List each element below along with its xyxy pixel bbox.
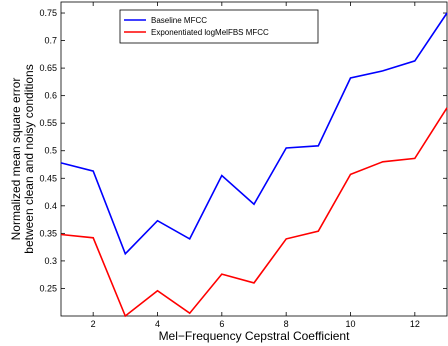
series-line-1 xyxy=(61,13,447,254)
y-tick-label: 0.6 xyxy=(44,91,57,101)
x-axis-title: Mel−Frequency Cepstral Coefficient xyxy=(159,329,351,343)
legend: Baseline MFCC Exponentiated logMelFBS MFC… xyxy=(120,10,318,43)
y-tick-label: 0.4 xyxy=(44,201,57,211)
y-axis-title-line-1: Normalized mean square error xyxy=(9,78,23,241)
y-tick-label: 0.3 xyxy=(44,256,57,266)
x-tick-label: 12 xyxy=(410,319,420,329)
y-tick-label: 0.75 xyxy=(39,8,57,18)
series-line-2 xyxy=(61,108,447,316)
x-tick-label: 10 xyxy=(345,319,355,329)
legend-label: Exponentiated logMelFBS MFCC xyxy=(151,28,269,37)
x-tick-label: 2 xyxy=(91,319,96,329)
y-tick-label: 0.45 xyxy=(39,173,57,183)
y-tick-label: 0.55 xyxy=(39,118,57,128)
legend-label: Baseline MFCC xyxy=(151,16,207,25)
y-tick-label: 0.7 xyxy=(44,36,57,46)
x-tick-label: 8 xyxy=(284,319,289,329)
y-axis-ticks: 0.25 0.3 0.35 0.4 0.45 0.5 0.55 0.6 0.65 0.7 0.75 xyxy=(39,8,447,293)
plot-frame xyxy=(61,2,447,316)
series-lines xyxy=(61,13,447,316)
x-tick-label: 4 xyxy=(155,319,160,329)
legend-box xyxy=(120,10,318,43)
y-tick-label: 0.35 xyxy=(39,228,57,238)
x-tick-label: 6 xyxy=(219,319,224,329)
y-tick-label: 0.5 xyxy=(44,146,57,156)
y-tick-label: 0.25 xyxy=(39,283,57,293)
y-tick-label: 0.65 xyxy=(39,63,57,73)
y-axis-title-line-2: between clean and noisy conditions xyxy=(22,64,36,253)
plot-area xyxy=(61,2,447,316)
